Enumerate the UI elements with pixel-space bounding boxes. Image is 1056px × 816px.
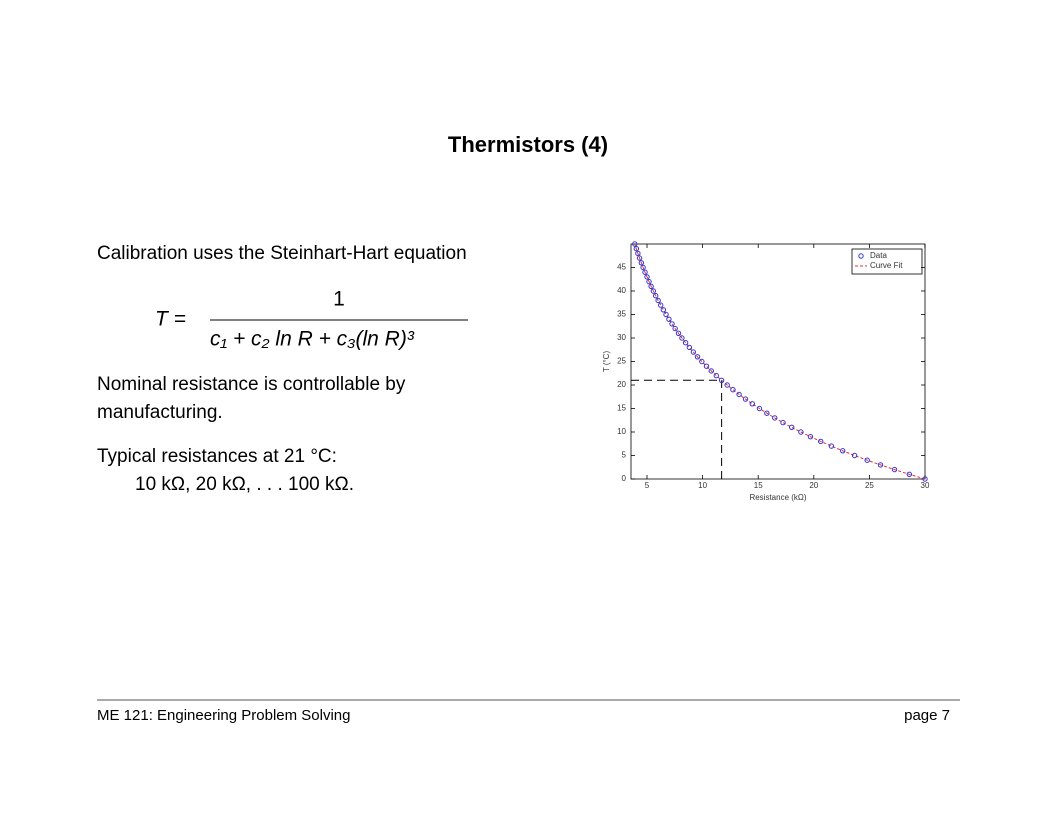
slide-title: Thermistors (4)	[448, 132, 608, 157]
data-point	[660, 307, 667, 313]
data-point	[851, 452, 858, 459]
data-point	[840, 448, 846, 454]
equation-denominator: c₁ + c₂ ln R + c₃(ln R)³	[210, 328, 415, 351]
y-tick-label: 30	[617, 333, 626, 342]
y-tick-label: 35	[617, 310, 626, 319]
legend-box	[851, 248, 923, 275]
data-point	[922, 476, 928, 482]
footer-right: page 7	[904, 707, 950, 724]
data-point	[650, 288, 657, 294]
data-point	[708, 368, 714, 374]
legend-label: Curve Fit	[870, 261, 903, 270]
x-tick-label: 25	[865, 481, 874, 490]
y-tick-label: 15	[617, 404, 626, 413]
data-point	[635, 250, 641, 257]
data-point	[713, 372, 719, 379]
x-tick-label: 30	[921, 481, 930, 490]
data-point	[906, 471, 913, 477]
data-point	[672, 325, 678, 332]
y-tick-label: 45	[617, 263, 626, 272]
data-point	[638, 260, 645, 266]
data-point	[682, 340, 689, 346]
legend-label: Data	[870, 251, 887, 260]
data-point	[736, 391, 742, 398]
data-point	[648, 283, 654, 289]
data-point	[798, 429, 804, 435]
fit-line	[634, 243, 926, 480]
equation-lhs: T =	[155, 308, 186, 331]
typical-values: 10 kΩ, 20 kΩ, . . . 100 kΩ.	[135, 474, 354, 495]
y-tick-label: 20	[617, 380, 626, 389]
data-point	[657, 302, 664, 308]
data-point	[730, 387, 736, 393]
data-point	[742, 396, 749, 402]
data-point	[690, 349, 697, 355]
data-point	[675, 330, 682, 336]
data-point	[666, 316, 672, 322]
data-point	[640, 264, 646, 271]
x-tick-label: 20	[809, 481, 818, 490]
data-point	[724, 382, 730, 388]
data-point	[652, 293, 659, 299]
y-tick-label: 0	[622, 474, 627, 483]
data-point	[788, 424, 795, 430]
x-tick-label: 10	[698, 481, 707, 490]
plot-frame	[630, 243, 926, 480]
data-point	[807, 434, 814, 440]
data-point	[699, 358, 705, 365]
footer-left: ME 121: Engineering Problem Solving	[97, 707, 350, 724]
data-point	[718, 377, 725, 383]
data-point	[669, 321, 675, 327]
data-point	[703, 363, 710, 369]
data-point	[633, 246, 640, 252]
y-tick-label: 10	[617, 427, 626, 436]
data-point	[864, 457, 870, 463]
data-point	[663, 311, 669, 318]
data-point	[655, 297, 661, 304]
data-point	[891, 466, 898, 473]
data-point	[644, 274, 650, 280]
typical-text: Typical resistances at 21 °C:	[97, 446, 337, 467]
data-point	[686, 344, 693, 351]
data-point	[694, 354, 701, 360]
data-point	[749, 401, 756, 407]
y-tick-label: 40	[617, 286, 626, 295]
data-point	[877, 462, 884, 468]
data-point	[817, 438, 824, 445]
nominal-line: manufacturing.	[97, 402, 223, 423]
data-point	[756, 405, 763, 412]
y-axis-label: T (°C)	[602, 351, 611, 373]
x-tick-label: 5	[645, 481, 650, 490]
data-point	[828, 443, 835, 449]
data-point	[764, 410, 770, 416]
x-axis-label: Resistance (kΩ)	[749, 493, 806, 502]
data-point	[642, 269, 648, 275]
y-tick-label: 25	[617, 357, 626, 366]
data-point	[632, 241, 638, 247]
y-tick-label: 5	[622, 451, 627, 460]
data-point	[636, 255, 643, 261]
data-point	[772, 415, 778, 421]
equation-numerator: 1	[333, 288, 345, 311]
x-tick-label: 15	[754, 481, 763, 490]
data-point	[780, 419, 786, 426]
intro-text: Calibration uses the Steinhart-Hart equa…	[97, 243, 467, 264]
data-point	[679, 335, 685, 341]
data-point	[646, 278, 652, 285]
nominal-line: Nominal resistance is controllable by	[97, 374, 406, 395]
legend-marker	[858, 253, 864, 259]
